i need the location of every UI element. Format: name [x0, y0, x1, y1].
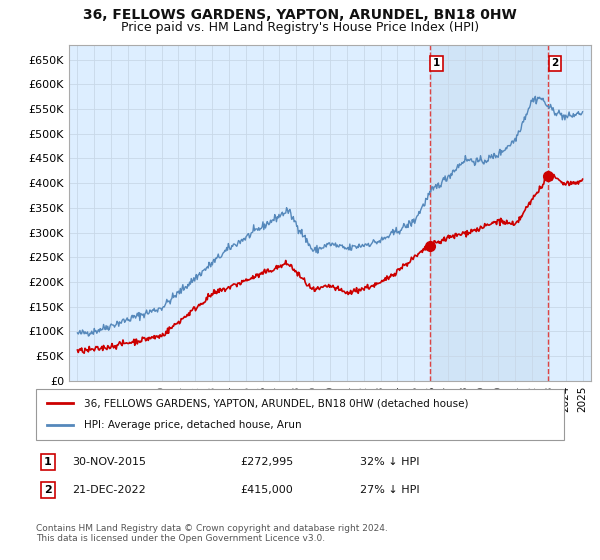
- Text: 1: 1: [44, 457, 52, 467]
- Text: 27% ↓ HPI: 27% ↓ HPI: [360, 485, 419, 495]
- Text: £415,000: £415,000: [240, 485, 293, 495]
- Text: 2: 2: [44, 485, 52, 495]
- Bar: [430, 45, 548, 381]
- Text: 36, FELLOWS GARDENS, YAPTON, ARUNDEL, BN18 0HW: 36, FELLOWS GARDENS, YAPTON, ARUNDEL, BN…: [83, 8, 517, 22]
- FancyBboxPatch shape: [36, 389, 564, 440]
- Text: £272,995: £272,995: [240, 457, 293, 467]
- Text: 30-NOV-2015: 30-NOV-2015: [72, 457, 146, 467]
- Text: 2: 2: [551, 58, 559, 68]
- Text: 36, FELLOWS GARDENS, YAPTON, ARUNDEL, BN18 0HW (detached house): 36, FELLOWS GARDENS, YAPTON, ARUNDEL, BN…: [83, 398, 468, 408]
- Text: HPI: Average price, detached house, Arun: HPI: Average price, detached house, Arun: [83, 421, 301, 431]
- Text: 1: 1: [433, 58, 440, 68]
- Text: 32% ↓ HPI: 32% ↓ HPI: [360, 457, 419, 467]
- Text: Contains HM Land Registry data © Crown copyright and database right 2024.
This d: Contains HM Land Registry data © Crown c…: [36, 524, 388, 543]
- Text: 21-DEC-2022: 21-DEC-2022: [72, 485, 146, 495]
- Text: Price paid vs. HM Land Registry's House Price Index (HPI): Price paid vs. HM Land Registry's House …: [121, 21, 479, 34]
